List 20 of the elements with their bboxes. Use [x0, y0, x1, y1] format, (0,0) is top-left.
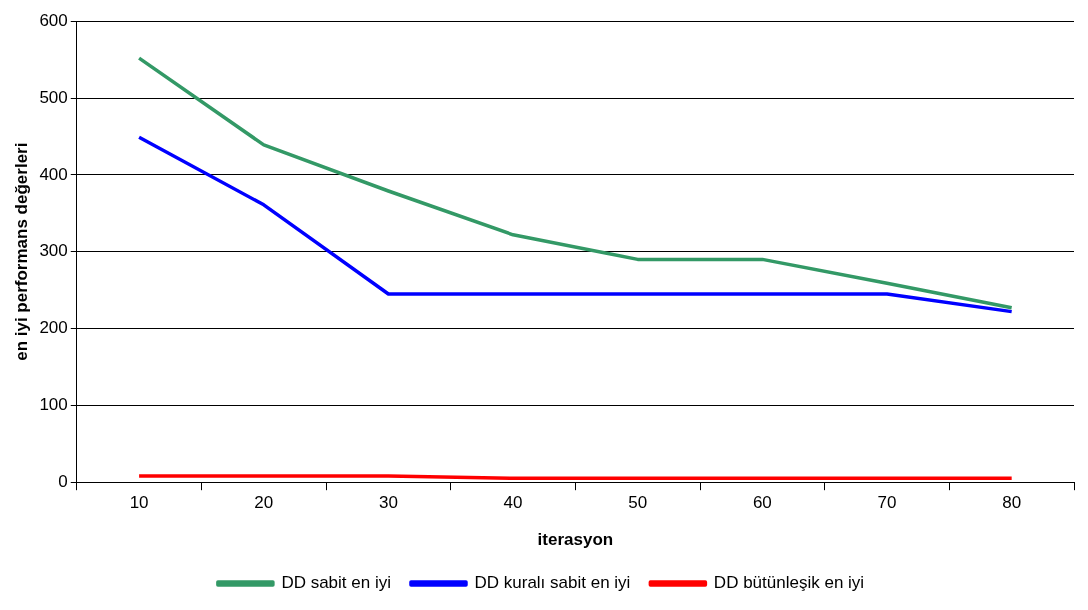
- x-tick-label: 50: [628, 493, 648, 513]
- x-tick-label: 70: [877, 493, 897, 513]
- y-tick-label: 100: [39, 395, 68, 415]
- legend-label: DD sabit en iyi: [281, 573, 391, 593]
- x-tick-label: 40: [503, 493, 523, 513]
- y-axis-title: en iyi performans değerleri: [11, 142, 31, 361]
- x-tick-label: 60: [752, 493, 772, 513]
- x-tick-label: 20: [254, 493, 274, 513]
- y-tick-label: 200: [39, 318, 68, 338]
- x-axis-title: iterasyon: [537, 530, 614, 550]
- legend-label: DD bütünleşik en iyi: [713, 573, 865, 593]
- y-tick-label: 500: [39, 87, 68, 107]
- x-tick-label: 10: [129, 493, 149, 513]
- y-tick-label: 0: [58, 471, 68, 491]
- y-tick-label: 600: [39, 10, 68, 30]
- legend-label: DD kuralı sabit en iyi: [474, 573, 631, 593]
- x-tick-label: 30: [378, 493, 398, 513]
- y-tick-label: 300: [39, 241, 68, 261]
- y-tick-label: 400: [39, 164, 68, 184]
- x-tick-label: 80: [1002, 493, 1022, 513]
